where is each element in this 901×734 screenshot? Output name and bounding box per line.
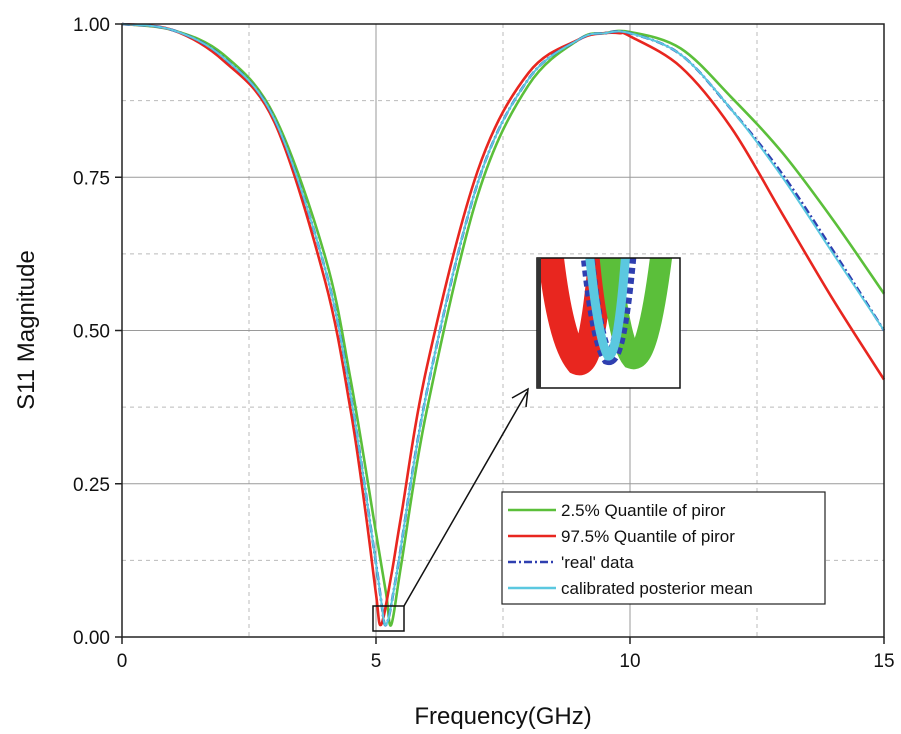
legend-label-1: 97.5% Quantile of piror: [561, 527, 735, 546]
legend-label-0: 2.5% Quantile of piror: [561, 501, 726, 520]
zoom-arrow: [403, 391, 528, 607]
series-group: [121, 22, 886, 627]
zoom-selection-box: [372, 605, 405, 632]
series-line-1: [121, 22, 886, 627]
inset-green-curve: [599, 258, 673, 370]
legend: 2.5% Quantile of piror 97.5% Quantile of …: [501, 491, 826, 605]
y-tick-label: 1.00: [73, 15, 110, 36]
legend-label-2: 'real' data: [561, 553, 634, 572]
x-axis-title: Frequency(GHz): [414, 703, 591, 730]
series-line-0: [121, 22, 886, 627]
y-axis-title: S11 Magnitude: [13, 250, 40, 410]
x-tick-label: 15: [873, 651, 894, 672]
zoom-inset: [536, 257, 681, 389]
series-line-3: [121, 23, 885, 627]
y-tick-label: 0.25: [73, 475, 110, 496]
y-tick-label: 0.50: [73, 322, 110, 343]
inset-cyan-curve: [585, 258, 630, 361]
x-tick-label: 0: [117, 651, 128, 672]
zoom-arrowhead: [511, 387, 529, 408]
axis-ticks: 0 5 10 15 0.00 0.25 0.50 0.75 1.00: [73, 15, 895, 672]
x-tick-label: 10: [619, 651, 640, 672]
y-tick-label: 0.00: [73, 628, 110, 649]
x-tick-label: 5: [371, 651, 382, 672]
legend-label-3: calibrated posterior mean: [561, 579, 753, 598]
y-tick-label: 0.75: [73, 168, 110, 189]
